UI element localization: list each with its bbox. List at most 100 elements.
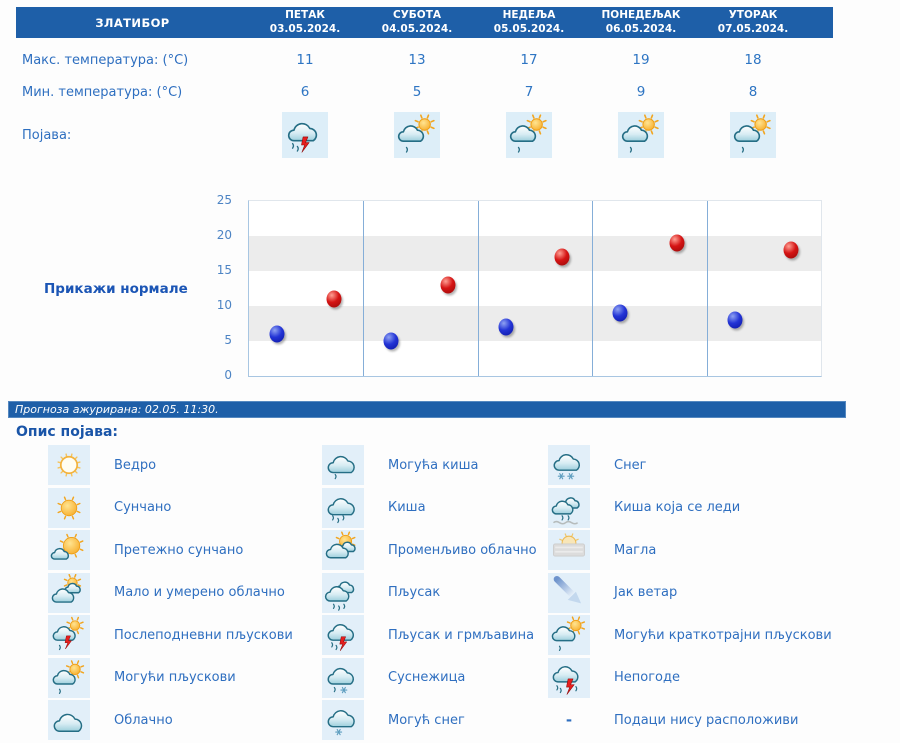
legend-grid: Ведро Могућа киша Снег Сунчано Киша Киша која… [30,444,886,742]
chart-day-divider [363,201,365,376]
chart-day-divider [592,201,594,376]
max-temperature-point [669,234,685,252]
legend-label: Суснежица [388,670,466,686]
day-header-friday: ПЕТАК 03.05.2024. [249,9,361,36]
y-axis-tick-label: 25 [216,193,232,207]
day-name: СУБОТА [392,8,442,21]
legend-item-partly-cloudy: Мало и умерено облачно [30,572,322,615]
legend-icon-box [48,657,90,698]
day-name: ПОНЕДЕЉАК [601,8,681,21]
sunny-icon [57,496,81,520]
legend-icon-box [548,445,590,486]
day-header-saturday: СУБОТА 04.05.2024. [361,9,473,36]
shower-thunder-icon [287,122,318,153]
legend-icon-box [48,615,90,656]
max-temperature-point [783,241,799,259]
phenomena-row: Појава: [16,108,833,162]
legend-icon-box [48,445,90,486]
max-temperature-point [326,290,342,308]
max-temperature-point [554,248,570,266]
max-temp-value: 11 [296,52,314,68]
min-temp-value: 7 [524,84,534,100]
y-axis-tick-label: 15 [216,263,232,277]
max-temp-value: 13 [408,52,426,68]
possible-rain-icon [327,456,355,480]
phenomena-label: Појава: [22,127,72,143]
partly-cloudy-icon [51,573,82,603]
legend-label: Сунчано [114,500,172,516]
min-temperature-row: Мин. температура: (°C) 6 5 7 9 8 [16,76,833,108]
legend-item-rain: Киша [322,487,548,530]
legend-label: Киша која се леди [614,500,741,516]
day-date: 06.05.2024. [605,22,677,35]
day-header-monday: ПОНЕДЕЉАК 06.05.2024. [585,9,697,36]
weather-icon-box [394,112,440,158]
legend-item-no-data: - Подаци нису расположиви [548,699,886,742]
day-header-tuesday: УТОРАК 07.05.2024. [697,9,809,36]
legend-icon-box [548,487,590,528]
legend-item-freezing-rain: Киша која се леди [548,487,886,530]
legend-item-afternoon-showers: Послеподневни пљускови [30,614,322,657]
legend-item-snow: Снег [548,444,886,487]
legend-item-possible-snow: Могућ снег [322,699,548,742]
weather-icon-box [506,112,552,158]
short-showers-icon [621,114,659,153]
day-header-sunday: НЕДЕЉА 05.05.2024. [473,9,585,36]
weather-icon-box [282,112,328,158]
legend-item-short-showers: Могући краткотрајни пљускови [548,614,886,657]
possible-snow-icon [327,710,355,736]
min-temperature-point [727,311,743,329]
max-temperature-label: Макс. температура: (°C) [22,52,189,68]
y-axis-tick-label: 10 [216,298,232,312]
day-date: 04.05.2024. [381,22,453,35]
forecast-updated-text: Прогноза ажурирана: 02.05. 11:30. [15,403,219,416]
legend-label: Могућа киша [388,457,479,473]
max-temp-value: 18 [744,52,762,68]
legend-item-shower-thunder: Пљусак и грмљавина [322,614,548,657]
legend-item-storm: Непогоде [548,657,886,700]
min-temp-value: 8 [748,84,758,100]
strong-wind-icon [553,575,582,604]
min-temperature-point [498,318,514,336]
legend-label: Снег [614,457,647,473]
mostly-sunny-icon [50,534,84,561]
fog-icon [553,533,585,557]
legend-icon-box [48,572,90,613]
freezing-rain-icon [551,496,580,525]
min-temperature-point [612,304,628,322]
snow-icon [553,454,581,480]
legend-icon-box [322,615,364,656]
legend-item-variable-clouds: Променљиво облачно [322,529,548,572]
forecast-table: ЗЛАТИБОР ПЕТАК 03.05.2024. СУБОТА 04.05.… [16,7,833,162]
chart-day-divider [477,201,479,376]
min-temp-value: 9 [636,84,646,100]
legend-icon-box [322,572,364,613]
legend-label: Непогоде [614,670,680,686]
cloudy-icon [53,713,83,733]
legend-icon-box [548,657,590,698]
legend-label: Могућ снег [388,712,465,728]
shower-thunder-icon [327,624,355,652]
legend-icon-box [548,572,590,613]
show-normals-link[interactable]: Прикажи нормале [44,281,188,297]
temperature-chart-plot [248,200,822,377]
legend-item-mostly-sunny: Претежно сунчано [30,529,322,572]
possible-showers-icon [52,660,85,694]
storm-icon [552,665,579,695]
day-date: 05.05.2024. [493,22,565,35]
legend-icon-box [48,700,90,741]
chart-y-axis: 0 5 10 15 20 25 [190,193,240,382]
forecast-updated-bar: Прогноза ажурирана: 02.05. 11:30. [8,401,846,418]
weather-icon-box [618,112,664,158]
legend-item-possible-showers: Могући пљускови [30,657,322,700]
variable-clouds-icon [325,531,356,559]
min-temp-value: 5 [412,84,422,100]
day-date: 03.05.2024. [269,22,341,35]
y-axis-tick-label: 0 [224,368,232,382]
legend-label: Пљусак и грмљавина [388,627,535,643]
afternoon-showers-icon [52,617,84,651]
legend-label: Киша [388,500,426,516]
legend-icon-box [322,445,364,486]
legend-label: Претежно сунчано [114,542,244,558]
